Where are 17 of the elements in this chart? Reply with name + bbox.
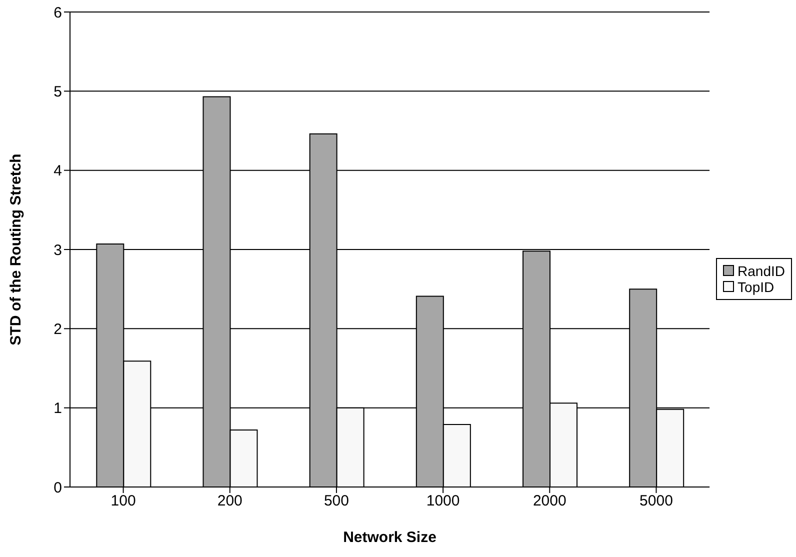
x-tick-label: 1000: [426, 492, 460, 510]
y-tick-label: 2: [54, 320, 62, 338]
y-axis-title: STD of the Routing Stretch: [7, 154, 24, 346]
x-tick-label: 200: [217, 492, 242, 510]
x-tick-label: 5000: [640, 492, 673, 510]
legend-label: TopID: [738, 278, 774, 294]
y-tick-label: 6: [54, 4, 62, 22]
x-tick-label: 500: [324, 492, 349, 510]
legend-label: RandID: [738, 262, 785, 278]
y-tick-label: 5: [54, 83, 62, 100]
y-tick-label: 0: [54, 479, 62, 496]
y-tick-label: 3: [54, 242, 62, 259]
x-tick-label: 2000: [532, 492, 566, 510]
y-tick-label: 4: [54, 162, 62, 180]
x-axis-title: Network Size: [343, 529, 436, 546]
y-tick-label: 1: [54, 400, 62, 418]
x-tick-label: 100: [110, 492, 136, 510]
